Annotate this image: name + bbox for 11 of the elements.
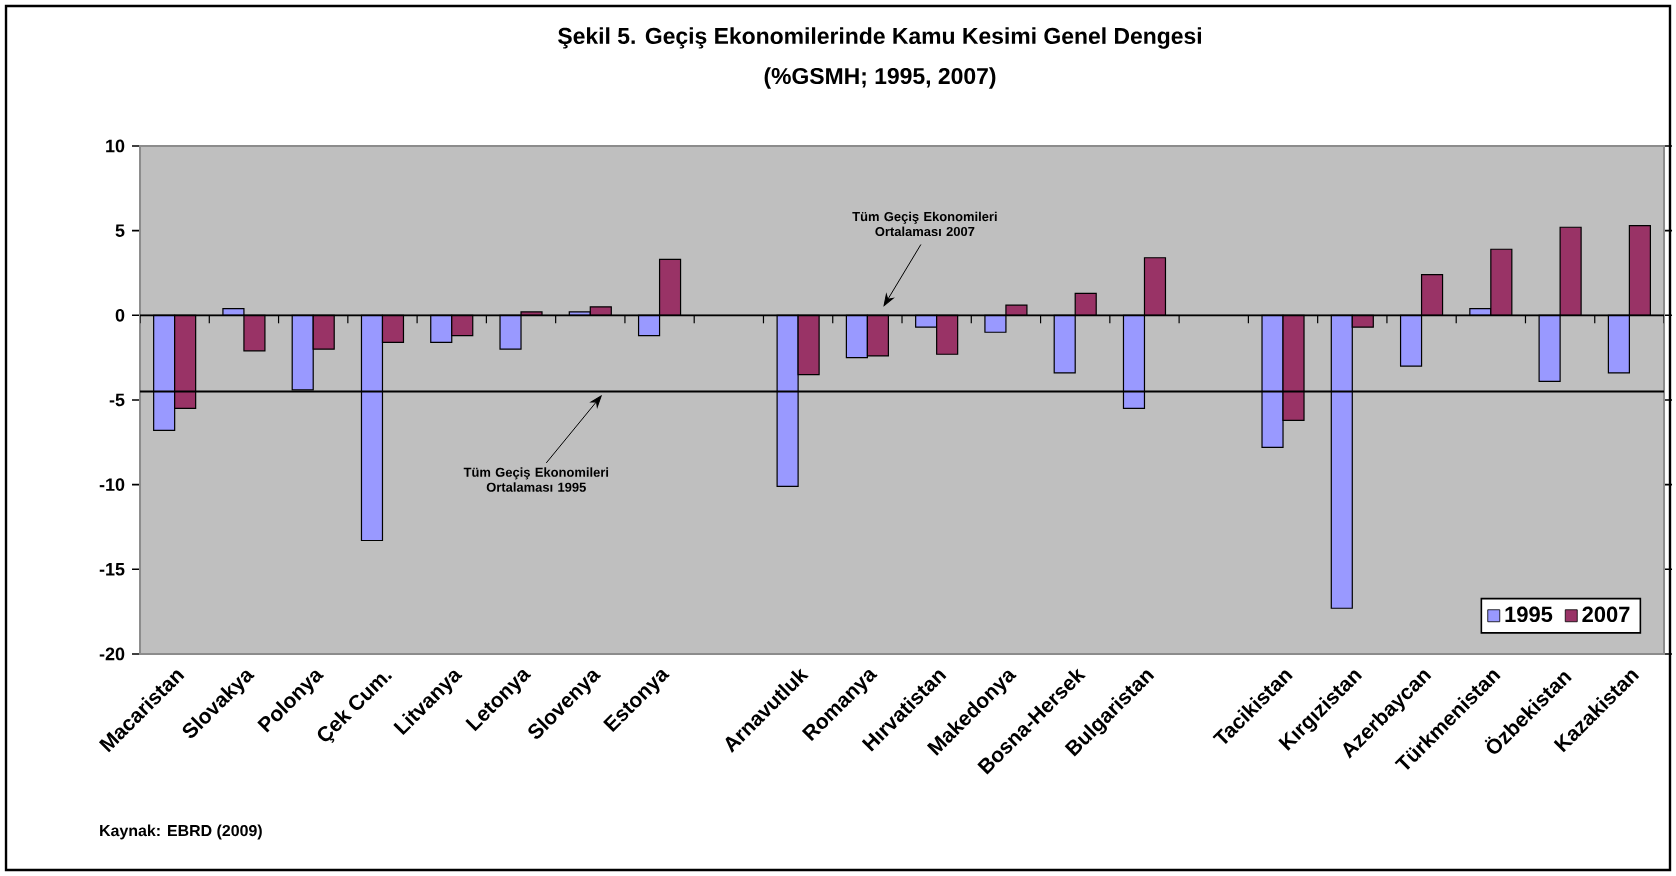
chart-title: Şekil 5. Geçiş Ekonomilerinde Kamu Kesimi Genel Dengesi	[558, 27, 1201, 49]
y-tick-label: 10	[106, 139, 125, 153]
chart-subtitle: (%GSMH; 1995, 2007)	[764, 67, 996, 89]
y-tick-label: -15	[99, 563, 125, 576]
legend-label: 1995	[1505, 606, 1553, 623]
y-tick-label: -20	[99, 647, 125, 661]
y-tick-label: 5	[115, 224, 125, 237]
legend-label: 2007	[1582, 606, 1630, 623]
y-tick-label: 0	[115, 308, 125, 322]
y-tick-label: -10	[99, 478, 125, 491]
y-tick-label: -5	[109, 393, 125, 407]
